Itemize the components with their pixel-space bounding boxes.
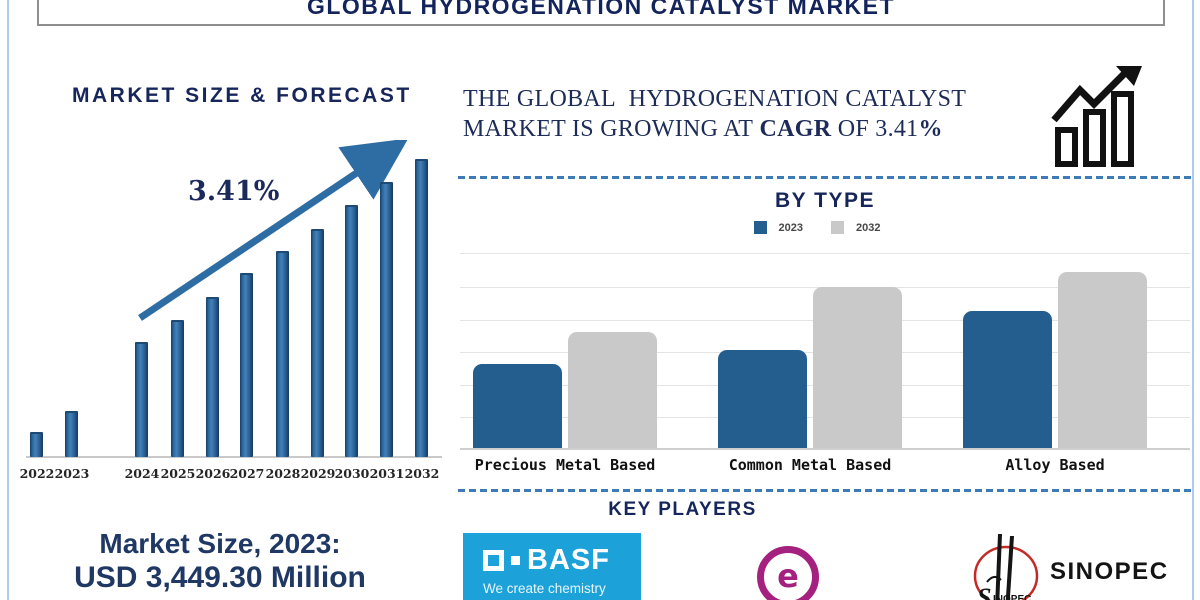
headline-cagr: CAGR: [759, 116, 832, 142]
bytype-chart-title: BY TYPE: [775, 189, 875, 212]
sinopec-emblem-icon: S INOPEC: [973, 534, 1039, 600]
bytype-category-label: Common Metal Based: [728, 456, 892, 474]
basf-logo-row: BASF: [483, 546, 641, 575]
headline-text: THE GLOBAL HYDROGENATION CATALYST MARKET…: [463, 84, 1048, 144]
forecast-bar-2028: [276, 251, 289, 457]
right-page-border: [1192, 0, 1194, 600]
bytype-bar-2023-alloy-based: [963, 311, 1052, 448]
forecast-year-2027: 2027: [229, 466, 265, 481]
market-size-callout: Market Size, 2023: USD 3,449.30 Million: [10, 527, 430, 595]
forecast-bar-2030: [345, 205, 358, 457]
forecast-year-2024: 2024: [124, 466, 160, 481]
forecast-bars: 2022 2023 2024 2025 2026 2027 2028 2029 2030 2031…: [20, 150, 440, 481]
svg-text:INOPEC: INOPEC: [993, 594, 1031, 600]
svg-text:S: S: [977, 583, 991, 600]
forecast-year-2022: 2022: [19, 466, 55, 481]
forecast-chart-title: MARKET SIZE & FORECAST: [72, 84, 412, 107]
market-size-label: Market Size, 2023:: [99, 528, 341, 559]
market-size-value: USD 3,449.30 Million: [74, 561, 366, 594]
page-title: GLOBAL HYDROGENATION CATALYST MARKET: [306, 0, 896, 19]
basf-logo: BASF We create chemistry: [463, 533, 641, 600]
headline-line2-mid: OF 3.41: [831, 116, 919, 142]
trend-arrow-icon: [138, 140, 409, 321]
forecast-year-2023: 2023: [54, 466, 90, 481]
forecast-bar-2023: [65, 411, 78, 457]
basf-tagline: We create chemistry: [483, 581, 606, 596]
forecast-bar-2031: [380, 182, 393, 457]
bytype-category-label: Alloy Based: [1005, 456, 1105, 474]
sinopec-wordmark: SINOPEC: [1050, 558, 1169, 585]
dashed-separator-top: [458, 176, 1194, 179]
forecast-bar-2022: [30, 432, 43, 457]
basf-square-dot-icon: [511, 556, 520, 565]
left-page-border: [7, 0, 9, 600]
key-players-title: KEY PLAYERS: [608, 499, 757, 520]
forecast-year-2032: 2032: [404, 466, 440, 481]
bytype-bar-2023-precious-metal-based: [473, 364, 562, 448]
bytype-bar-2032-alloy-based: [1058, 272, 1147, 448]
basf-wordmark: BASF: [527, 544, 610, 576]
evonik-ring-icon: e: [757, 546, 819, 600]
headline-line2: MARKET IS GROWING AT: [463, 116, 760, 142]
bytype-plot: Precious Metal Based Common Metal Based Al…: [460, 240, 1190, 474]
forecast-bar-2029: [311, 229, 324, 457]
bytype-legend: 2023 2032: [460, 221, 1190, 234]
forecast-year-2025: 2025: [160, 466, 196, 481]
bytype-gridline: [460, 253, 1190, 254]
headline-line1: THE GLOBAL HYDROGENATION CATALYST: [463, 86, 967, 112]
forecast-year-2029: 2029: [300, 466, 336, 481]
growth-chart-icon: [1051, 66, 1142, 167]
legend-label-2032: 2032: [856, 221, 881, 234]
evonik-logo: e: [757, 546, 819, 600]
basf-square-outline-icon: [483, 550, 504, 571]
bytype-bar-2032-precious-metal-based: [568, 332, 657, 448]
forecast-year-2030: 2030: [334, 466, 370, 481]
headline-percent: %: [918, 116, 943, 142]
forecast-year-2028: 2028: [265, 466, 301, 481]
legend-swatch-2023: [753, 221, 767, 234]
forecast-bar-2025: [171, 320, 184, 457]
forecast-bar-2027: [240, 273, 253, 457]
evonik-e-letter: e: [777, 556, 799, 595]
forecast-bar-2026: [206, 297, 219, 457]
forecast-bar-2032: [415, 159, 428, 457]
forecast-bar-2024: [135, 342, 148, 457]
bytype-bar-2032-common-metal-based: [813, 287, 902, 448]
bytype-category-label: Precious Metal Based: [474, 456, 656, 474]
forecast-x-axis: [26, 456, 442, 458]
legend-label-2023: 2023: [778, 221, 803, 234]
dashed-separator-bottom: [458, 489, 1194, 492]
cagr-annotation: 3.41%: [188, 176, 280, 207]
forecast-year-2031: 2031: [369, 466, 405, 481]
forecast-year-2026: 2026: [195, 466, 231, 481]
legend-swatch-2032: [831, 221, 844, 234]
page-title-box: GLOBAL HYDROGENATION CATALYST MARKET: [37, 0, 1165, 26]
bytype-bar-2023-common-metal-based: [718, 350, 807, 448]
